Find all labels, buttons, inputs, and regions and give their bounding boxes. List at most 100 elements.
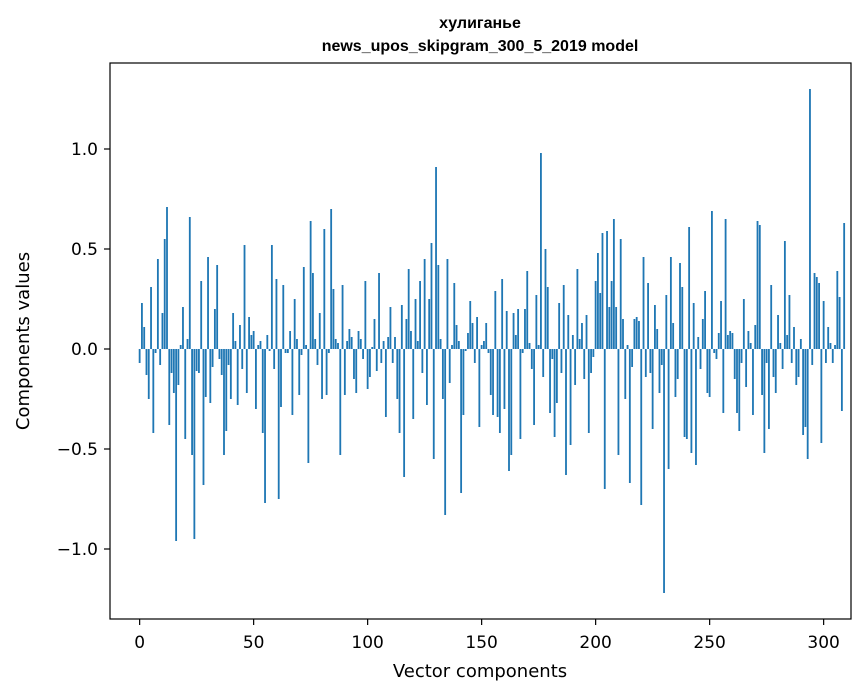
bar bbox=[371, 347, 374, 349]
bar bbox=[779, 343, 782, 349]
bar bbox=[270, 245, 273, 349]
bar bbox=[302, 267, 305, 349]
bar bbox=[337, 343, 339, 349]
bar bbox=[467, 333, 469, 349]
bar bbox=[640, 349, 643, 505]
bar bbox=[540, 153, 542, 349]
bar bbox=[220, 349, 223, 375]
bar bbox=[701, 319, 704, 349]
bar bbox=[261, 349, 264, 433]
bar bbox=[448, 349, 451, 383]
bar bbox=[252, 331, 255, 349]
y-tick-label: 0.0 bbox=[71, 340, 98, 360]
bar bbox=[633, 319, 636, 349]
bar bbox=[752, 349, 754, 415]
bar bbox=[170, 349, 173, 373]
bar bbox=[284, 349, 287, 353]
bar bbox=[720, 301, 722, 349]
bar bbox=[660, 349, 663, 365]
bar bbox=[138, 349, 141, 363]
bar bbox=[243, 245, 246, 349]
bar bbox=[774, 349, 777, 393]
bar bbox=[665, 295, 668, 349]
bar bbox=[699, 349, 702, 369]
bar bbox=[768, 349, 770, 429]
bar bbox=[555, 349, 558, 403]
bar bbox=[745, 349, 748, 387]
bar bbox=[200, 281, 203, 349]
bar bbox=[587, 349, 590, 433]
bar bbox=[439, 339, 442, 349]
bar bbox=[708, 349, 711, 397]
bar bbox=[809, 89, 811, 349]
bar bbox=[656, 329, 659, 349]
bar bbox=[293, 299, 296, 349]
bar bbox=[373, 319, 376, 349]
bar bbox=[578, 339, 581, 349]
bar bbox=[831, 349, 834, 363]
bar bbox=[188, 217, 191, 349]
bar bbox=[802, 349, 805, 435]
bar bbox=[827, 327, 830, 349]
bar bbox=[581, 323, 583, 349]
bar bbox=[291, 349, 294, 415]
bar bbox=[508, 349, 510, 471]
bar bbox=[649, 349, 652, 373]
bar bbox=[697, 337, 700, 349]
bar bbox=[437, 265, 440, 349]
bar bbox=[168, 349, 171, 425]
bar bbox=[840, 349, 843, 411]
bar bbox=[601, 233, 604, 349]
bar bbox=[473, 349, 476, 363]
bar bbox=[715, 349, 718, 359]
y-tick-label: 1.0 bbox=[71, 140, 98, 160]
bar bbox=[535, 295, 538, 349]
bar bbox=[435, 167, 437, 349]
bar bbox=[305, 345, 307, 349]
bar bbox=[143, 327, 146, 349]
bar bbox=[255, 349, 257, 409]
bar bbox=[749, 343, 752, 349]
bar bbox=[676, 349, 679, 379]
bar bbox=[357, 331, 360, 349]
bar bbox=[571, 335, 574, 349]
bar bbox=[216, 265, 219, 349]
bar bbox=[332, 289, 335, 349]
bar bbox=[747, 331, 750, 349]
bar bbox=[412, 349, 415, 419]
bar bbox=[626, 345, 629, 349]
bar bbox=[818, 283, 820, 349]
bar bbox=[229, 349, 232, 399]
bar bbox=[537, 345, 540, 349]
bar bbox=[790, 349, 793, 363]
bar bbox=[225, 349, 228, 431]
bar bbox=[280, 349, 282, 407]
bar bbox=[795, 349, 798, 385]
bar bbox=[763, 349, 766, 453]
bar bbox=[286, 349, 289, 353]
bar bbox=[599, 293, 602, 349]
bar bbox=[464, 349, 467, 351]
bar bbox=[355, 349, 358, 393]
x-tick-label: 300 bbox=[807, 633, 839, 653]
bar bbox=[733, 349, 736, 379]
bar bbox=[799, 339, 802, 349]
bar bbox=[309, 221, 312, 349]
bar bbox=[651, 349, 654, 429]
bar bbox=[387, 337, 390, 349]
bar bbox=[444, 349, 447, 515]
bar bbox=[635, 317, 638, 349]
bar bbox=[644, 349, 647, 377]
y-axis-label: Components values bbox=[13, 252, 34, 430]
bar bbox=[172, 349, 175, 393]
bar bbox=[147, 349, 150, 399]
bar bbox=[530, 349, 533, 369]
bar bbox=[159, 349, 162, 365]
bar bbox=[505, 311, 508, 349]
bar bbox=[469, 301, 472, 349]
bar bbox=[603, 349, 606, 489]
x-tick-label: 100 bbox=[351, 633, 383, 653]
bar bbox=[366, 349, 369, 389]
bar bbox=[624, 349, 627, 399]
bar bbox=[177, 349, 180, 385]
